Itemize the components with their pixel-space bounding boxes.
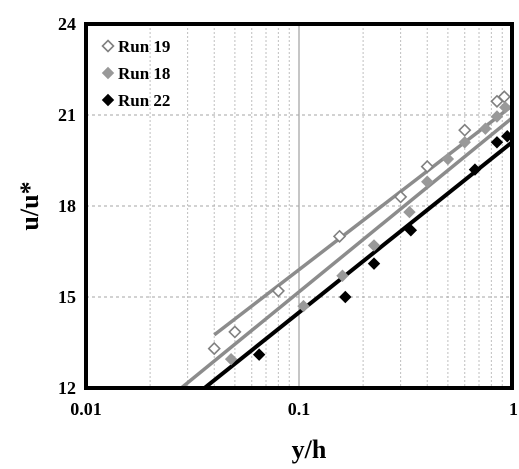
data-point-series-1 xyxy=(458,123,472,137)
data-points xyxy=(207,90,514,366)
plot-frame xyxy=(84,22,514,390)
y-tick-label: 12 xyxy=(58,378,76,398)
data-point-series-1 xyxy=(228,325,242,339)
data-point-series-2 xyxy=(224,352,238,366)
legend-marker-2 xyxy=(101,66,115,80)
y-tick-label: 21 xyxy=(58,105,76,125)
data-point-series-3 xyxy=(339,290,352,304)
data-point-series-2 xyxy=(458,136,471,149)
fit-line-2 xyxy=(180,116,514,390)
x-tick-label: 0.1 xyxy=(288,399,311,419)
data-point-series-2 xyxy=(479,122,492,135)
legend-marker-3 xyxy=(101,93,115,107)
data-point-series-2 xyxy=(403,205,416,219)
data-point-series-2 xyxy=(490,110,504,123)
legend-label-2: Run 18 xyxy=(118,64,170,83)
data-point-series-1 xyxy=(393,190,408,204)
x-tick-label: 0.01 xyxy=(70,399,102,419)
legend-label-1: Run 19 xyxy=(118,37,170,56)
x-tick-label: 1 xyxy=(509,399,518,419)
y-axis-title: u/u* xyxy=(15,181,44,230)
y-tick-label: 15 xyxy=(58,287,76,307)
legend-marker-1 xyxy=(101,39,115,53)
data-point-series-1 xyxy=(420,159,434,174)
data-point-series-2 xyxy=(297,299,310,313)
data-point-series-3 xyxy=(404,224,418,237)
fit-lines xyxy=(180,104,514,390)
x-axis-title: y/h xyxy=(292,435,327,464)
data-point-series-2 xyxy=(441,152,455,166)
data-point-series-2 xyxy=(421,175,434,188)
data-point-series-1 xyxy=(207,341,221,356)
data-point-series-1 xyxy=(271,284,285,298)
legend: Run 19 Run 18 Run 22 xyxy=(101,37,170,110)
legend-label-3: Run 22 xyxy=(118,91,170,110)
fit-line-3 xyxy=(203,140,514,390)
data-point-series-2 xyxy=(336,269,349,282)
data-point-series-3 xyxy=(468,163,482,176)
data-point-series-3 xyxy=(490,136,504,149)
y-tick-label: 24 xyxy=(58,14,76,34)
data-point-series-2 xyxy=(367,239,381,252)
data-point-series-2 xyxy=(499,101,512,114)
data-point-series-3 xyxy=(252,348,266,361)
y-tick-label: 18 xyxy=(58,196,76,216)
data-point-series-1 xyxy=(332,229,347,243)
x-tick-labels: 0.01 0.1 1 xyxy=(70,399,518,419)
y-tick-labels: 12 15 18 21 24 xyxy=(58,14,76,398)
data-point-series-3 xyxy=(367,257,381,270)
